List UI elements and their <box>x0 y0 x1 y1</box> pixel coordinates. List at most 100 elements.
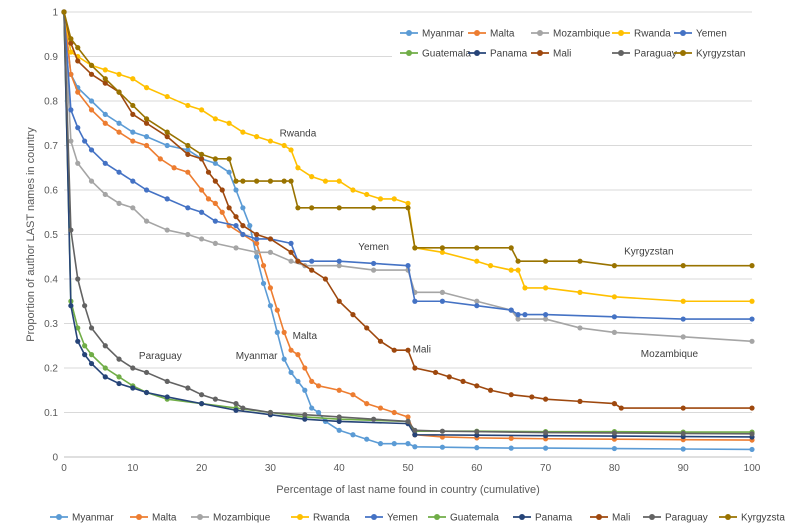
legend-marker <box>618 30 624 36</box>
data-point <box>102 365 108 371</box>
data-point <box>680 405 686 411</box>
data-point <box>288 347 294 353</box>
data-point <box>460 378 466 384</box>
legend-item-paraguay[interactable]: Paraguay <box>612 49 677 60</box>
data-point <box>143 369 150 376</box>
legend-item-guatemala[interactable]: Guatemala <box>428 513 499 524</box>
data-point <box>102 76 108 82</box>
data-point <box>260 280 267 287</box>
legend-label: Rwanda <box>634 29 671 40</box>
series-guatemala <box>61 9 755 435</box>
legend-item-paraguay[interactable]: Paraguay <box>643 513 708 524</box>
legend-item-malta[interactable]: Malta <box>130 513 177 524</box>
data-point <box>171 165 177 171</box>
legend-item-kyrgyzstan[interactable]: Kyrgyzstan <box>719 513 785 524</box>
x-tick-label: 90 <box>678 463 690 474</box>
data-point <box>295 205 301 211</box>
data-point <box>288 249 294 255</box>
legend-item-panama[interactable]: Panama <box>468 49 528 60</box>
data-point <box>749 338 755 344</box>
data-point <box>371 205 377 211</box>
data-point <box>219 209 225 215</box>
data-point <box>267 249 273 255</box>
data-point <box>302 365 308 371</box>
legend-marker <box>725 514 731 520</box>
data-point <box>212 200 218 206</box>
legend-item-rwanda[interactable]: Rwanda <box>612 29 671 40</box>
legend-label: Guatemala <box>422 49 471 60</box>
legend-label: Malta <box>152 513 177 524</box>
data-point <box>68 107 74 113</box>
data-point <box>680 334 686 340</box>
data-point <box>267 178 273 184</box>
data-point <box>543 316 549 322</box>
legend-item-guatemala[interactable]: Guatemala <box>400 49 471 60</box>
series-line <box>63 11 752 267</box>
legend-item-myanmar[interactable]: Myanmar <box>50 513 114 524</box>
data-point <box>432 369 439 376</box>
legend-item-mozambique[interactable]: Mozambique <box>191 513 271 524</box>
data-point <box>116 129 122 135</box>
legend-label: Mozambique <box>553 29 611 40</box>
data-point <box>611 329 618 335</box>
legend-item-mali[interactable]: Mali <box>590 513 630 524</box>
legend-item-myanmar[interactable]: Myanmar <box>400 29 464 40</box>
legend-label: Kyrgyzstan <box>696 49 745 60</box>
data-point <box>68 36 74 42</box>
legend-marker <box>618 50 624 56</box>
x-tick-label: 60 <box>471 463 483 474</box>
y-tick-label: 0.1 <box>44 408 58 419</box>
data-point <box>412 432 418 438</box>
legend-item-mali[interactable]: Mali <box>531 49 571 60</box>
legend-item-mozambique[interactable]: Mozambique <box>531 29 611 40</box>
data-point <box>274 307 280 313</box>
legend-marker <box>197 514 203 520</box>
x-tick-label: 40 <box>334 463 346 474</box>
legend-item-yemen[interactable]: Yemen <box>674 29 727 40</box>
y-tick-label: 0.8 <box>44 97 58 108</box>
data-point <box>212 240 218 246</box>
data-point <box>205 196 212 202</box>
data-point <box>364 401 370 407</box>
annotation-label: Paraguay <box>139 351 182 362</box>
data-point <box>205 169 212 175</box>
data-point <box>295 378 301 384</box>
data-point <box>88 178 95 184</box>
legend-item-yemen[interactable]: Yemen <box>365 513 418 524</box>
data-point <box>364 436 370 442</box>
data-point <box>68 227 74 233</box>
legend-item-rwanda[interactable]: Rwanda <box>291 513 350 524</box>
data-point <box>322 276 329 282</box>
data-point <box>185 102 191 109</box>
legend-top[interactable]: Myanmar Malta Mozambique Rwanda Yemen Guatema… <box>392 20 755 60</box>
series-paraguay <box>61 9 755 437</box>
data-point <box>254 249 260 255</box>
data-point <box>185 169 191 175</box>
data-point <box>391 409 397 416</box>
data-point <box>143 134 150 140</box>
data-point <box>522 312 528 318</box>
data-point <box>405 347 411 353</box>
data-point <box>157 156 163 162</box>
legend-item-kyrgyzstan[interactable]: Kyrgyzstan <box>674 49 745 60</box>
data-point <box>68 303 74 309</box>
data-point <box>288 147 294 153</box>
data-point <box>240 231 246 238</box>
data-point <box>439 245 445 251</box>
legend-bottom[interactable]: Myanmar Malta Mozambique Rwanda Yemen Guatema… <box>50 513 785 524</box>
legend-marker <box>406 30 412 36</box>
series-mali <box>61 9 755 411</box>
legend-item-panama[interactable]: Panama <box>513 513 573 524</box>
series-line <box>63 11 752 433</box>
data-point <box>130 365 136 371</box>
legend-marker <box>537 50 543 56</box>
data-point <box>522 285 528 291</box>
data-point <box>212 396 218 402</box>
y-tick-label: 0.9 <box>44 52 58 63</box>
data-point <box>143 142 150 149</box>
data-point <box>102 160 108 166</box>
data-point <box>391 347 397 353</box>
x-tick-label: 10 <box>127 463 139 474</box>
legend-item-malta[interactable]: Malta <box>468 29 515 40</box>
